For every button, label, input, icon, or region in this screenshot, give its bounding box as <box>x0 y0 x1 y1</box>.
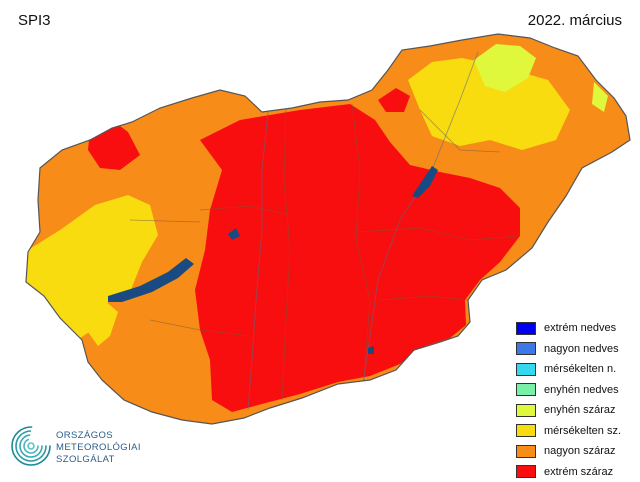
legend-label: mérsékelten sz. <box>544 425 621 437</box>
legend-item: extrém száraz <box>516 462 621 482</box>
legend-swatch <box>516 342 536 355</box>
legend-swatch <box>516 424 536 437</box>
legend-label: enyhén száraz <box>544 404 616 416</box>
legend-label: enyhén nedves <box>544 384 619 396</box>
logo-swirl-icon <box>10 422 52 470</box>
legend-label: mérsékelten n. <box>544 363 616 375</box>
logo-text-line1: ORSZÁGOS <box>56 430 113 441</box>
legend-swatch <box>516 322 536 335</box>
legend-item: extrém nedves <box>516 318 621 339</box>
legend: extrém nedves nagyon nedves mérsékelten … <box>516 318 621 482</box>
legend-label: nagyon száraz <box>544 445 616 457</box>
legend-item: enyhén száraz <box>516 400 621 421</box>
legend-swatch <box>516 445 536 458</box>
legend-item: enyhén nedves <box>516 380 621 401</box>
legend-label: nagyon nedves <box>544 343 619 355</box>
omsz-logo: ORSZÁGOS METEOROLÓGIAI SZOLGÁLAT <box>10 422 170 472</box>
logo-text-line3: SZOLGÁLAT <box>56 454 115 465</box>
legend-item: mérsékelten n. <box>516 359 621 380</box>
legend-swatch <box>516 383 536 396</box>
logo-text-line2: METEOROLÓGIAI <box>56 442 141 453</box>
legend-item: nagyon száraz <box>516 441 621 462</box>
legend-swatch <box>516 404 536 417</box>
legend-item: nagyon nedves <box>516 339 621 360</box>
legend-swatch <box>516 465 536 478</box>
legend-item: mérsékelten sz. <box>516 421 621 442</box>
legend-label: extrém nedves <box>544 322 616 334</box>
legend-label: extrém száraz <box>544 466 613 478</box>
legend-swatch <box>516 363 536 376</box>
